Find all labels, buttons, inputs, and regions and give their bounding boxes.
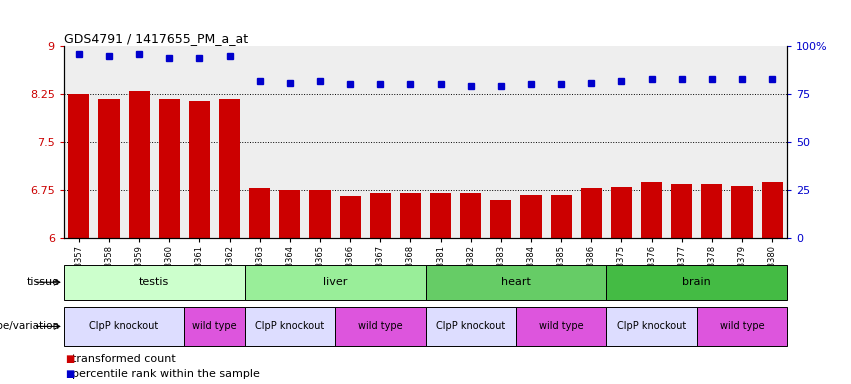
Bar [400, 193, 421, 238]
Bar [430, 193, 451, 238]
Bar [249, 188, 271, 238]
Bar [159, 99, 180, 238]
Text: ClpP knockout: ClpP knockout [255, 321, 324, 331]
Bar [697, 307, 787, 346]
Bar [607, 307, 697, 346]
Bar [219, 99, 240, 238]
Text: genotype/variation: genotype/variation [0, 321, 60, 331]
Bar [245, 307, 335, 346]
Bar [129, 91, 150, 238]
Bar [310, 190, 330, 238]
Bar [68, 94, 89, 238]
Text: liver: liver [323, 277, 347, 287]
Bar [731, 185, 752, 238]
Text: transformed count: transformed count [72, 354, 176, 364]
Bar [335, 307, 426, 346]
Text: heart: heart [501, 277, 531, 287]
Bar [671, 184, 692, 238]
Text: ■: ■ [66, 354, 75, 364]
Text: wild type: wild type [720, 321, 764, 331]
Bar [701, 184, 722, 238]
Bar [426, 307, 516, 346]
Bar [245, 265, 426, 300]
Bar [426, 265, 606, 300]
Bar [185, 307, 245, 346]
Bar [369, 193, 391, 238]
Bar [580, 188, 602, 238]
Bar [340, 197, 361, 238]
Bar [189, 101, 210, 238]
Text: ■: ■ [66, 369, 75, 379]
Bar [762, 182, 783, 238]
Bar [641, 182, 662, 238]
Text: GDS4791 / 1417655_PM_a_at: GDS4791 / 1417655_PM_a_at [64, 32, 248, 45]
Text: ClpP knockout: ClpP knockout [89, 321, 159, 331]
Text: ClpP knockout: ClpP knockout [617, 321, 686, 331]
Text: percentile rank within the sample: percentile rank within the sample [72, 369, 260, 379]
Bar [551, 195, 572, 238]
Text: tissue: tissue [26, 277, 60, 287]
Bar [460, 193, 482, 238]
Bar [607, 265, 787, 300]
Text: wild type: wild type [192, 321, 237, 331]
Text: wild type: wild type [539, 321, 584, 331]
Bar [521, 195, 541, 238]
Bar [611, 187, 632, 238]
Bar [99, 99, 120, 238]
Text: brain: brain [683, 277, 711, 287]
Bar [64, 307, 185, 346]
Text: ClpP knockout: ClpP knockout [436, 321, 505, 331]
Bar [64, 265, 245, 300]
Bar [279, 190, 300, 238]
Text: wild type: wild type [358, 321, 403, 331]
Bar [516, 307, 607, 346]
Text: testis: testis [139, 277, 169, 287]
Bar [490, 200, 511, 238]
